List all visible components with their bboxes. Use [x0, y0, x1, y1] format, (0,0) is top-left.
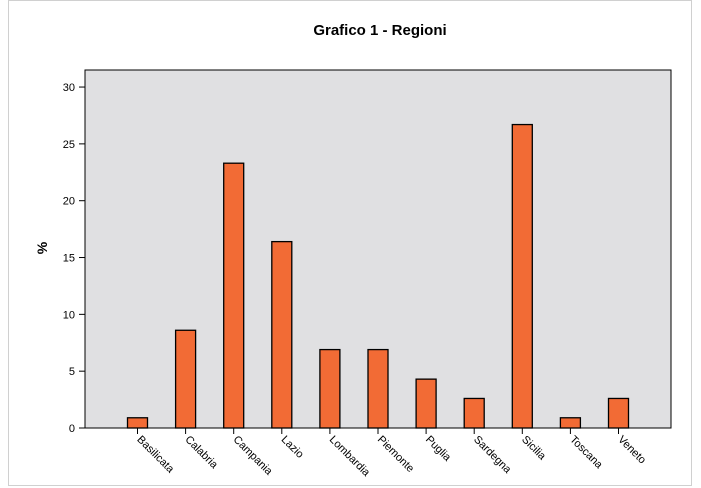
x-tick-label: Lazio: [279, 434, 306, 461]
x-tick-label: Toscana: [567, 434, 605, 472]
x-tick-label: Sardegna: [471, 434, 514, 477]
y-tick-label: 30: [63, 82, 75, 94]
y-tick-label: 10: [63, 309, 75, 321]
bar-veneto: [607, 397, 630, 429]
bars: [126, 123, 630, 429]
y-tick-label: 20: [63, 196, 75, 208]
y-tick-label: 15: [63, 253, 75, 265]
x-tick-label: Veneto: [615, 434, 648, 467]
bar-toscana: [559, 417, 582, 429]
bar-campania: [223, 162, 245, 429]
x-axis: Basilicata Calabria Campania Lazio Lombardia…: [134, 428, 648, 479]
y-tick-label: 25: [63, 139, 75, 151]
bar-sardegna: [463, 397, 485, 429]
x-tick-label: Basilicata: [134, 434, 176, 476]
x-tick-label: Lombardia: [327, 434, 373, 480]
x-tick-label: Campania: [231, 434, 276, 479]
bar-sicilia: [511, 123, 533, 429]
x-tick-label: Puglia: [423, 434, 454, 465]
y-axis-label: %: [34, 241, 50, 254]
chart-title: Grafico 1 - Regioni: [313, 22, 446, 39]
y-tick-label: 5: [69, 366, 75, 378]
x-tick-label: Piemonte: [375, 434, 416, 475]
bar-basilicata: [126, 417, 149, 429]
y-tick-label: 0: [69, 423, 75, 435]
bar-lombardia: [319, 348, 341, 429]
bar-piemonte: [367, 348, 389, 429]
x-tick-label: Sicilia: [519, 434, 548, 463]
bar-calabria: [174, 329, 197, 429]
bar-lazio: [271, 240, 293, 429]
bar-puglia: [415, 378, 437, 429]
x-tick-label: Calabria: [182, 434, 220, 472]
y-axis: 0 5 10 15 20 25 30: [63, 82, 85, 435]
